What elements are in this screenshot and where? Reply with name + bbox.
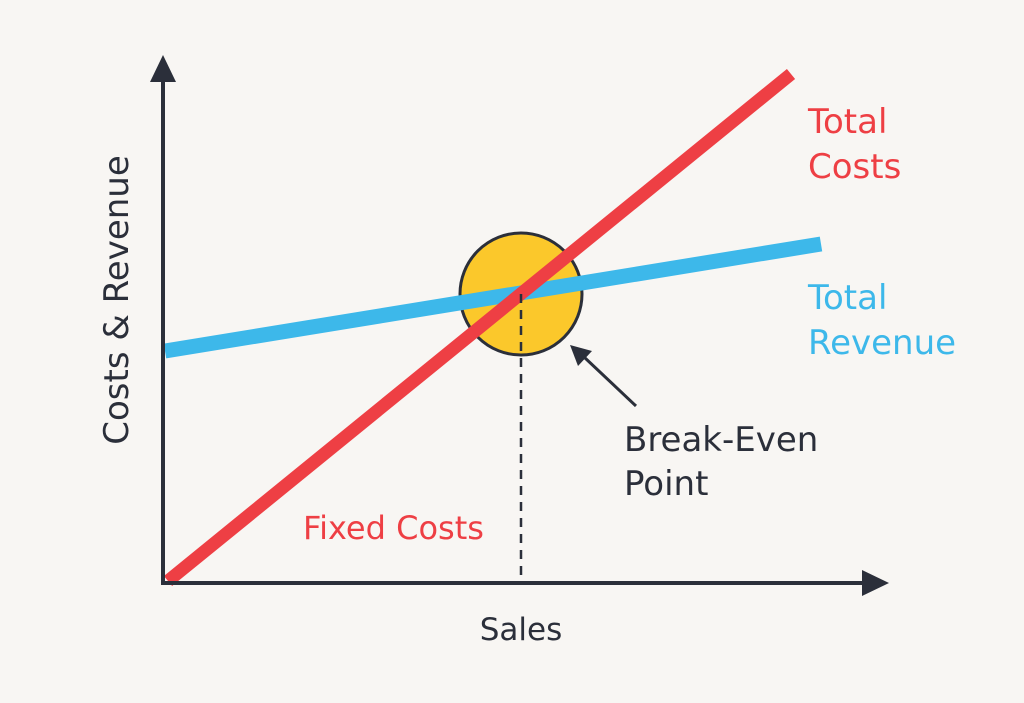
- y-axis-arrow: [150, 55, 176, 82]
- break-even-label: Break-Even Point: [624, 420, 829, 504]
- total-costs-label-line1: Total: [807, 102, 887, 142]
- x-axis-arrow: [862, 570, 889, 596]
- total-revenue-label-line2: Revenue: [808, 323, 956, 363]
- total-revenue-label-line1: Total: [807, 278, 887, 318]
- total-costs-line: [163, 68, 796, 587]
- break-even-pointer-line: [582, 355, 638, 408]
- total-costs-label-line2: Costs: [808, 147, 901, 187]
- total-revenue-line: [163, 236, 823, 359]
- break-even-pointer-arrowhead: [570, 345, 592, 366]
- break-even-label-line1: Break-Even: [624, 420, 818, 460]
- total-revenue-label: Total Revenue: [807, 278, 956, 363]
- break-even-label-line2: Point: [624, 464, 708, 504]
- fixed-costs-label: Fixed Costs: [303, 509, 484, 547]
- y-axis-label: Costs & Revenue: [97, 155, 137, 445]
- total-costs-label: Total Costs: [807, 102, 901, 187]
- x-axis-label: Sales: [480, 612, 563, 648]
